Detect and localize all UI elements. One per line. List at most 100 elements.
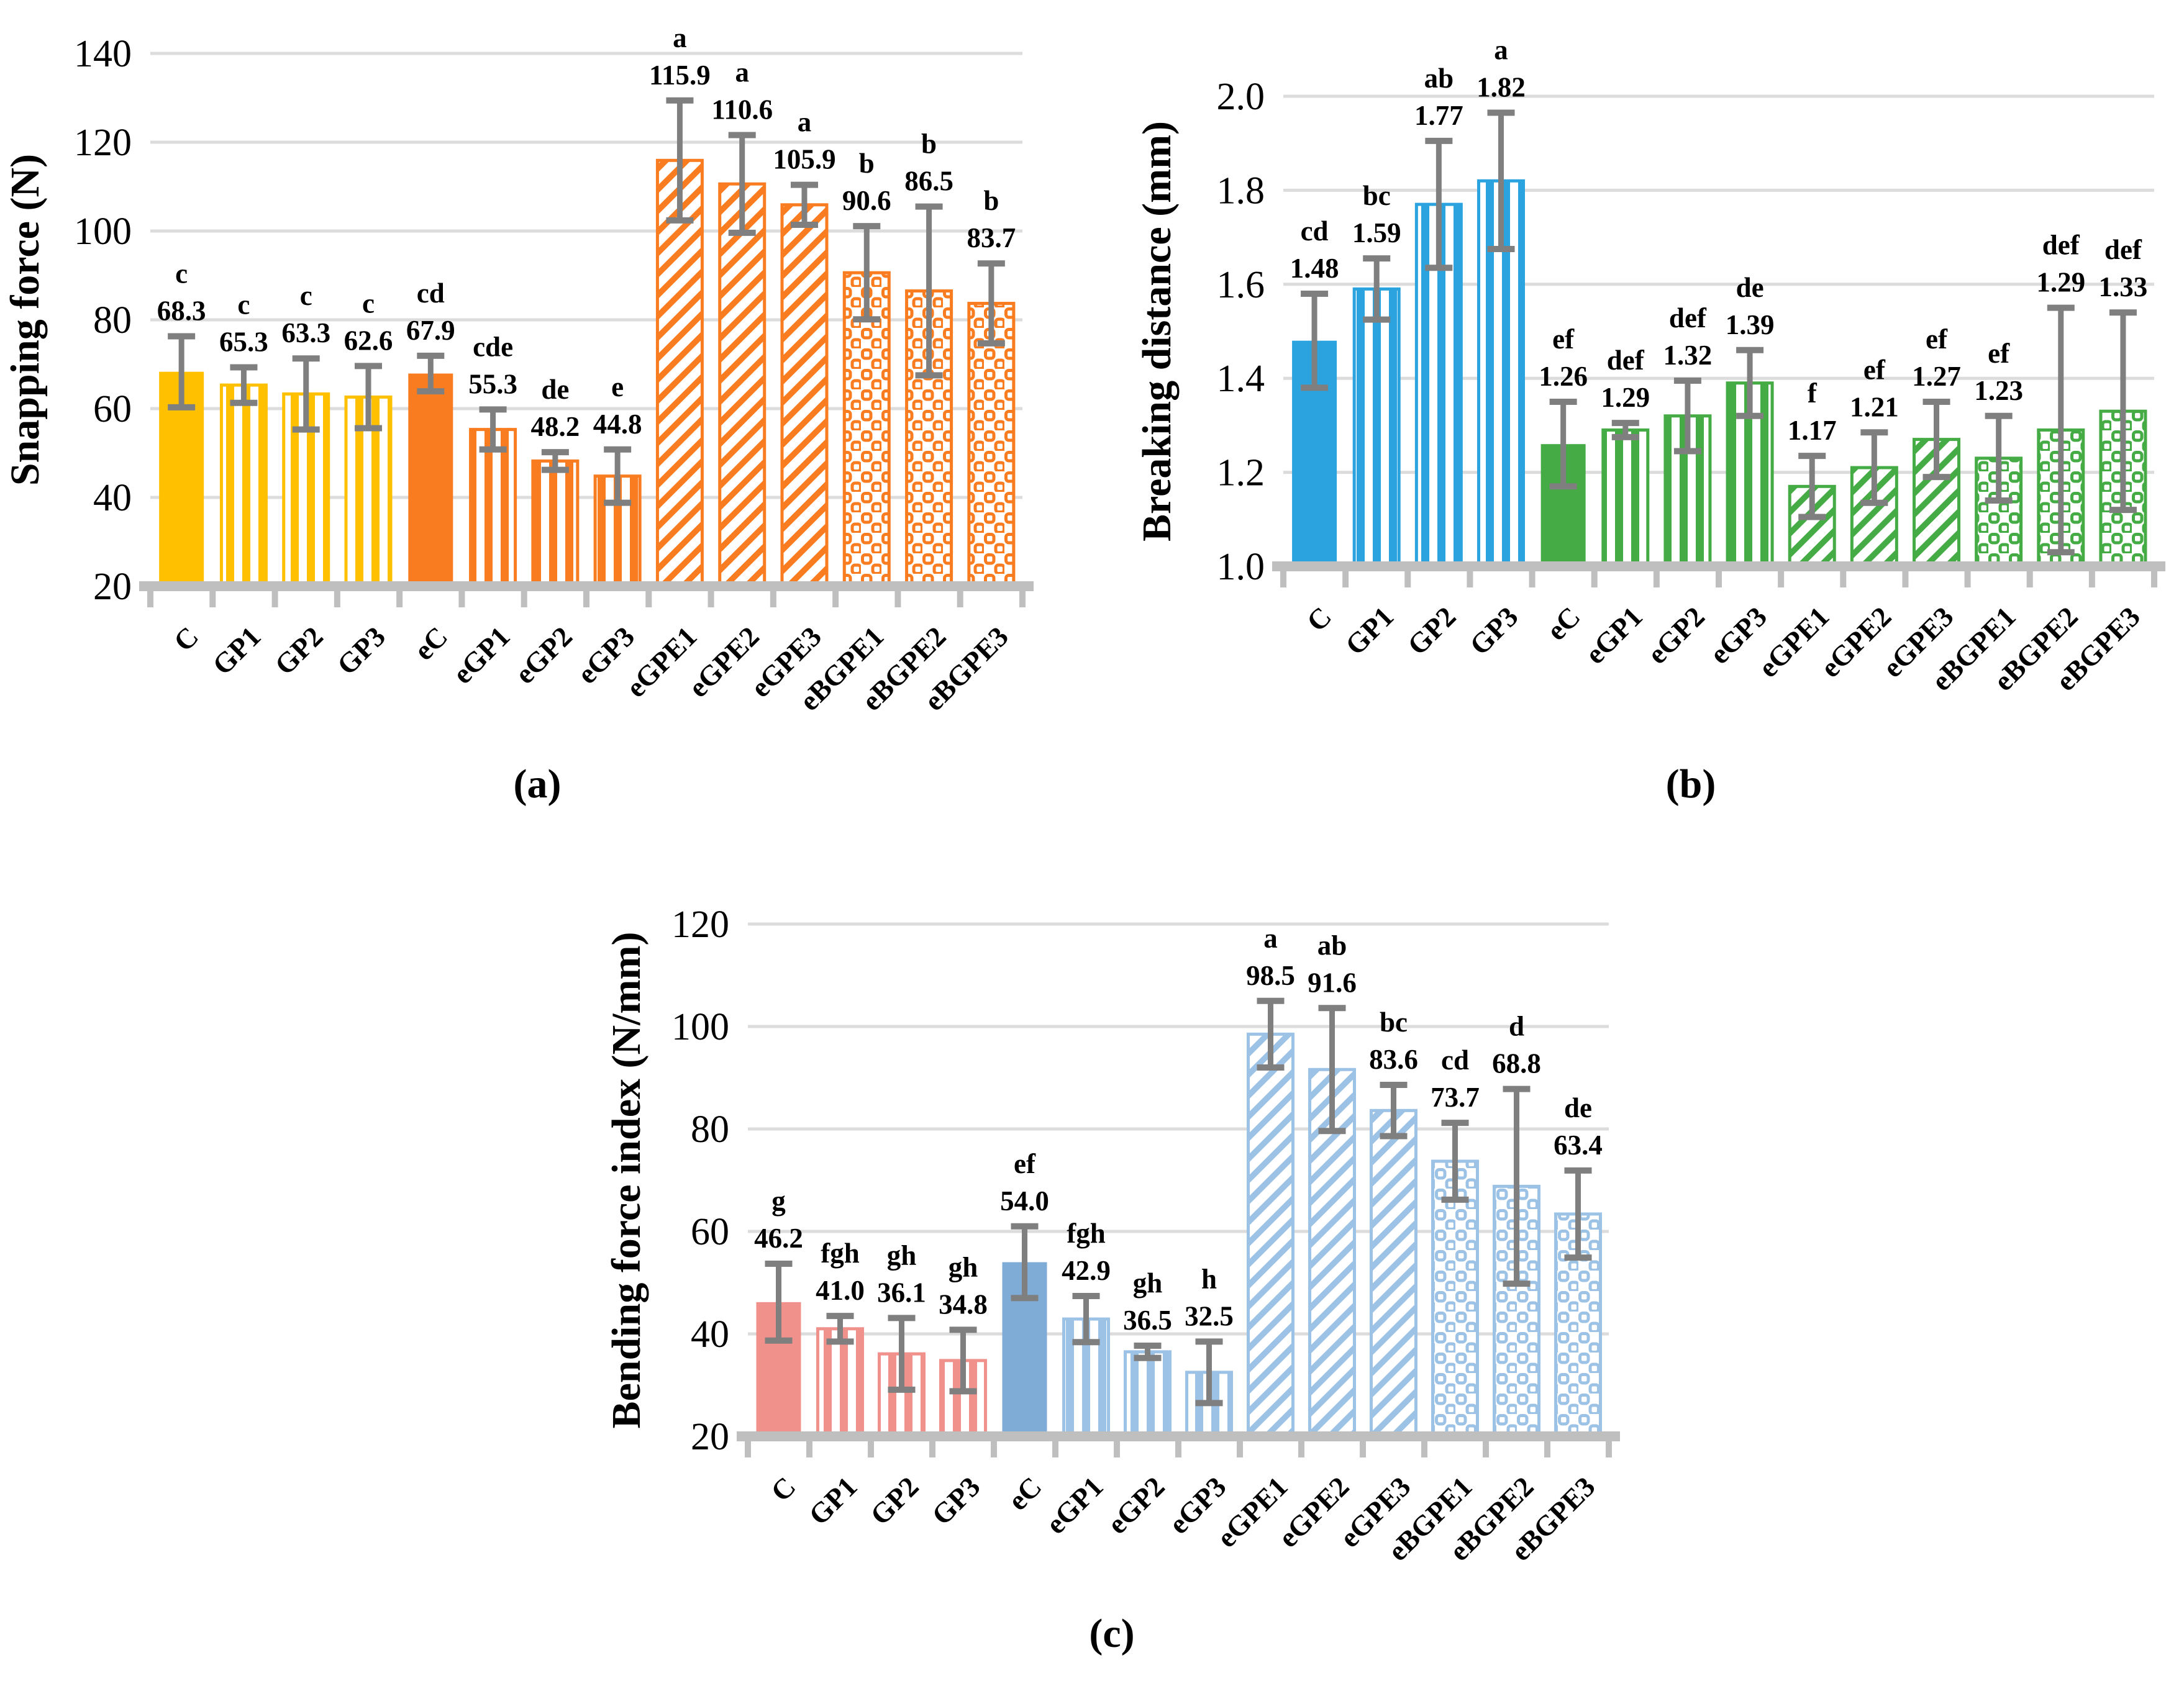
x-axis-tick [991, 1441, 997, 1457]
sig-letter-eGPE2: ef [1863, 354, 1886, 385]
y-tick-label: 100 [74, 211, 132, 253]
sig-letter-eBGPE3: def [2104, 234, 2142, 265]
value-label-eGPE3: 1.27 [1912, 361, 1961, 392]
value-label-eBGPE1: 1.23 [1974, 375, 2023, 406]
y-tick-label: 60 [93, 388, 132, 430]
value-label-eGPE1: 1.17 [1788, 415, 1837, 446]
y-tick-label: 1.0 [1217, 546, 1265, 588]
value-label-eGP1: 55.3 [468, 368, 517, 399]
bar-GP1 [219, 383, 268, 588]
sig-letter-eGPE1: a [1263, 923, 1278, 954]
value-label-eC: 1.26 [1539, 361, 1588, 392]
x-axis-tick [2088, 571, 2095, 587]
sig-letter-GP2: ab [1424, 63, 1454, 94]
value-label-GP3: 62.6 [344, 325, 393, 356]
y-tick-label: 40 [691, 1313, 729, 1356]
value-label-eGPE2: 1.21 [1850, 391, 1899, 422]
value-label-C: 1.48 [1290, 253, 1339, 284]
x-axis-tick [1483, 1441, 1489, 1457]
category-label-eGP2: eGP2 [509, 620, 578, 690]
x-axis-tick [521, 591, 527, 607]
y-tick-label: 1.4 [1217, 358, 1265, 400]
x-axis-tick [1175, 1441, 1181, 1457]
value-label-eGPE2: 110.6 [711, 94, 773, 125]
sig-letter-eGPE1: f [1808, 378, 1818, 409]
sig-letter-eBGPE1: b [859, 148, 875, 179]
x-axis-tick [1019, 591, 1026, 607]
bar-eGP2 [531, 459, 580, 588]
value-label-eBGPE2: 68.8 [1492, 1048, 1541, 1079]
x-axis-tick [1778, 571, 1785, 587]
sig-letter-eGP3: h [1201, 1263, 1217, 1294]
sig-letter-eGPE3: ef [1926, 324, 1948, 355]
category-label-C: C [765, 1471, 802, 1508]
x-axis-tick [2151, 571, 2157, 587]
x-axis-band [139, 581, 1034, 591]
y-tick-label: 80 [691, 1108, 729, 1151]
category-label-eGPE1: eGPE1 [620, 620, 703, 704]
panel-label-c: (c) [1089, 1611, 1134, 1656]
sig-letter-C: cd [1301, 215, 1329, 247]
sig-letter-eGP1: fgh [1067, 1218, 1106, 1249]
y-axis-title: Bending force index (N/mm) [604, 932, 649, 1429]
x-axis-tick [1591, 571, 1598, 587]
category-label-GP2: GP2 [1401, 601, 1462, 661]
sig-letter-eGP2: def [1669, 302, 1707, 333]
x-axis-tick [1237, 1441, 1243, 1457]
value-label-eGP3: 32.5 [1185, 1300, 1234, 1331]
x-axis-tick [1114, 1441, 1120, 1457]
sig-letter-eGP3: de [1736, 272, 1764, 303]
sig-letter-GP2: c [300, 280, 312, 311]
x-axis-tick [147, 591, 153, 607]
y-tick-label: 100 [671, 1006, 729, 1048]
category-label-GP1: GP1 [206, 620, 267, 681]
x-axis-tick [271, 591, 278, 607]
x-axis-tick [770, 591, 776, 607]
value-label-eBGPE1: 73.7 [1431, 1082, 1480, 1113]
value-label-GP2: 36.1 [877, 1277, 926, 1308]
bar-eGP1 [469, 428, 517, 588]
y-axis-title: Breaking distance (mm) [1134, 121, 1180, 542]
panel-label-b: (b) [1666, 761, 1716, 807]
sig-letter-eBGPE2: b [921, 129, 937, 160]
category-label-C: C [168, 620, 205, 658]
x-axis-tick [1467, 571, 1473, 587]
sig-letter-C: g [771, 1185, 786, 1217]
value-label-eBGPE3: 63.4 [1554, 1130, 1603, 1161]
value-label-eBGPE2: 1.29 [2036, 267, 2085, 298]
bar-eGPE1 [655, 158, 704, 588]
value-label-C: 46.2 [754, 1223, 803, 1254]
x-axis-tick [745, 1441, 751, 1457]
y-tick-label: 60 [691, 1211, 729, 1253]
value-label-GP2: 1.77 [1414, 100, 1463, 131]
value-label-eGPE1: 98.5 [1246, 960, 1295, 991]
category-label-eGPE1: eGPE1 [1211, 1471, 1294, 1554]
bar-eGP2 [1124, 1350, 1172, 1438]
y-tick-label: 1.6 [1217, 264, 1265, 306]
x-axis-tick [458, 591, 465, 607]
x-axis-tick [209, 591, 216, 607]
x-axis-tick [1360, 1441, 1366, 1457]
x-axis-tick [1421, 1441, 1427, 1457]
value-label-eGP2: 48.2 [530, 411, 580, 442]
sig-letter-GP3: a [1494, 34, 1508, 65]
sig-letter-GP2: gh [887, 1240, 917, 1271]
x-axis-tick [1052, 1441, 1058, 1457]
sig-letter-eGP2: gh [1133, 1267, 1163, 1298]
bar-eBGPE1 [1431, 1159, 1479, 1438]
category-label-GP1: GP1 [1339, 601, 1400, 661]
category-label-eC: eC [407, 620, 453, 666]
y-tick-label: 2.0 [1217, 76, 1265, 118]
chart-breaking-distance: 2.0 1.8 1.6 1.4 1.2 1.0 Breaking distance (mm)… [1134, 34, 2165, 697]
value-label-eGP3: 1.39 [1726, 309, 1775, 340]
y-tick-label: 120 [671, 904, 729, 946]
value-label-C: 68.3 [157, 295, 206, 326]
x-axis-tick [1280, 571, 1286, 587]
sig-letter-eC: ef [1552, 324, 1575, 355]
sig-letter-eGPE3: bc [1380, 1007, 1408, 1038]
sig-letter-eBGPE3: de [1564, 1092, 1592, 1123]
category-label-eC: eC [1540, 601, 1586, 646]
sig-letter-eBGPE2: def [2042, 230, 2080, 261]
sig-letter-eBGPE1: cd [1441, 1045, 1469, 1076]
